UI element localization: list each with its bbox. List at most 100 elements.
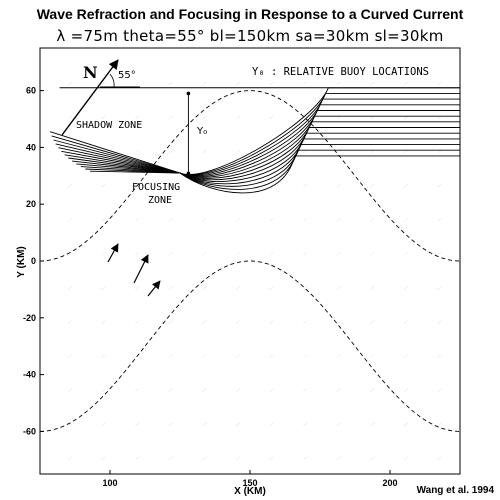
angle-arc (109, 73, 115, 88)
current-field-arrow (135, 252, 140, 256)
current-field-arrow (67, 252, 73, 256)
current-field-arrow (235, 286, 241, 290)
current-field-arrow (235, 354, 241, 358)
current-field-arrow (303, 183, 308, 188)
current-field-arrow (202, 320, 207, 324)
current-field-arrow (202, 81, 207, 86)
current-field-arrow (370, 422, 375, 426)
current-field-arrow (202, 115, 207, 120)
current-field-arrow (168, 354, 173, 358)
current-field-arrow (303, 422, 308, 426)
current-field-arrow (437, 81, 442, 86)
current-field-arrow (403, 456, 409, 461)
x-tick-label: 200 (382, 478, 397, 488)
current-field-arrow (336, 252, 341, 256)
current-field-arrow (437, 286, 442, 290)
current-field-arrow (370, 286, 375, 290)
current-field-arrow (437, 320, 442, 324)
current-field-arrow (202, 388, 207, 392)
current-field-arrow (269, 354, 274, 358)
current-field-arrow (135, 286, 140, 290)
current-field-arrow (303, 81, 308, 86)
current-field-arrow (168, 422, 173, 426)
current-field-arrow (235, 320, 241, 324)
current-field-arrow (269, 456, 274, 461)
current-field-arrow (135, 422, 140, 426)
current-field-arrow (135, 456, 140, 461)
current-field-arrow (403, 183, 409, 188)
shadow-zone-label: SHADOW ZONE (76, 120, 142, 131)
wave-ray (55, 104, 460, 177)
current-field-arrow (101, 320, 106, 324)
current-field-arrow (336, 388, 341, 392)
current-field-arrow (403, 388, 409, 392)
current-field-arrow (235, 149, 241, 154)
current-field-arrow (101, 422, 106, 426)
chart-subtitle: λ =75m theta=55° bl=150km sa=30km sl=30k… (56, 27, 444, 45)
current-field-arrow (101, 252, 106, 256)
current-field-arrow (168, 286, 173, 290)
current-field-arrow (67, 81, 73, 86)
current-field-arrow (370, 81, 375, 86)
current-field-arrow (269, 81, 274, 86)
north-label: N (83, 63, 98, 82)
buoy-point (186, 91, 191, 96)
current-field-arrow (303, 252, 308, 256)
current-field-arrow (168, 149, 173, 154)
current-field-arrow (303, 115, 308, 120)
current-field-arrow (202, 149, 207, 154)
current-field-arrow (269, 286, 274, 290)
current-field-arrow (336, 286, 341, 290)
current-field-arrow (101, 218, 106, 222)
current-field-arrow (370, 456, 375, 461)
current-field-arrow (235, 81, 241, 86)
buoy-point (186, 171, 191, 176)
current-field-arrow (67, 115, 73, 120)
current-field-arrow (67, 354, 73, 358)
current-field-arrow (235, 218, 241, 222)
current-field-arrow (235, 252, 241, 256)
current-field-arrow (101, 286, 106, 290)
current-field-arrow (235, 456, 241, 461)
current-field-arrow (168, 456, 173, 461)
buoy-legend: Y₀ : RELATIVE BUOY LOCATIONS (252, 66, 429, 78)
current-axis-curve-2 (40, 260, 460, 432)
current-field-arrow (235, 115, 241, 120)
current-field-arrow (101, 388, 106, 392)
current-field-arrow (67, 183, 73, 188)
y-tick-label: 60 (26, 86, 36, 96)
current-field-arrow (336, 183, 341, 188)
x-tick-label: 100 (102, 478, 117, 488)
current-field-arrow (67, 388, 73, 392)
current-field-arrow (303, 218, 308, 222)
current-field-arrow (168, 81, 173, 86)
current-field-arrow (202, 218, 207, 222)
current-axis-curve-1 (40, 90, 460, 262)
y-tick-label: -20 (23, 313, 36, 323)
current-field-arrow (303, 354, 308, 358)
y-tick-label: 40 (26, 142, 36, 152)
current-field-arrow (370, 252, 375, 256)
current-field-arrow (235, 388, 241, 392)
y-tick-label: -60 (23, 426, 36, 436)
y-tick-label: 20 (26, 199, 36, 209)
x-tick-label: 150 (242, 478, 257, 488)
current-field-arrow (303, 286, 308, 290)
current-field-arrow (403, 354, 409, 358)
current-field-arrow (336, 354, 341, 358)
current-direction-arrow (133, 254, 149, 284)
current-field-arrow (135, 388, 140, 392)
current-field-arrow (437, 456, 442, 461)
current-field-arrow (202, 354, 207, 358)
current-field-arrow (437, 183, 442, 188)
current-field-arrow (135, 115, 140, 120)
current-field-arrow (168, 183, 173, 188)
current-field-arrow (437, 388, 442, 392)
current-field-arrow (269, 218, 274, 222)
current-field-arrow (202, 456, 207, 461)
current-field-arrow (336, 422, 341, 426)
y-tick-label: 0 (31, 256, 36, 266)
x-axis-label: X (KM) (234, 486, 266, 497)
current-field-arrow (202, 286, 207, 290)
